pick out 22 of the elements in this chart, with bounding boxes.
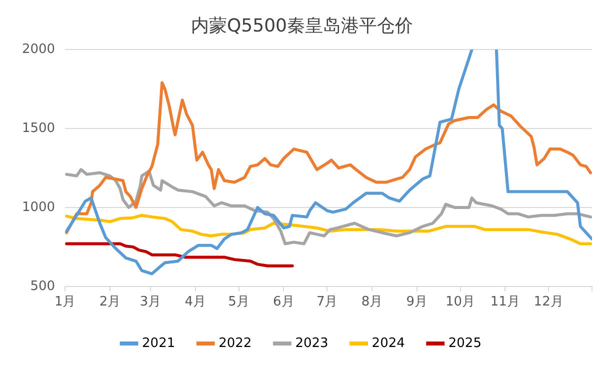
x-tick-label: 9月 <box>406 294 428 310</box>
legend-label: 2021 <box>142 336 176 351</box>
legend-label: 2022 <box>218 336 252 351</box>
y-tick-label: 1500 <box>22 120 56 136</box>
legend-label: 2023 <box>295 336 328 351</box>
x-tick-label: 10月 <box>446 294 476 310</box>
x-tick-label: 7月 <box>316 294 338 310</box>
x-tick-label: 6月 <box>273 294 294 310</box>
y-tick-label: 1000 <box>22 200 56 215</box>
legend-label: 2025 <box>448 336 482 351</box>
x-tick-label: 2月 <box>99 294 121 310</box>
x-tick-label: 1月 <box>54 294 76 310</box>
x-tick-label: 8月 <box>361 294 383 310</box>
x-tick-label: 11月 <box>490 294 520 310</box>
x-tick-label: 3月 <box>140 294 162 310</box>
x-tick-label: 4月 <box>184 294 206 310</box>
legend-label: 2024 <box>372 336 405 351</box>
y-tick-label: 500 <box>30 278 56 294</box>
y-tick-label: 2000 <box>22 42 56 57</box>
chart-title: 内蒙Q5500秦皇岛港平仓价 <box>191 15 413 36</box>
x-tick-label: 12月 <box>534 294 564 310</box>
x-tick-label: 5月 <box>228 294 250 310</box>
